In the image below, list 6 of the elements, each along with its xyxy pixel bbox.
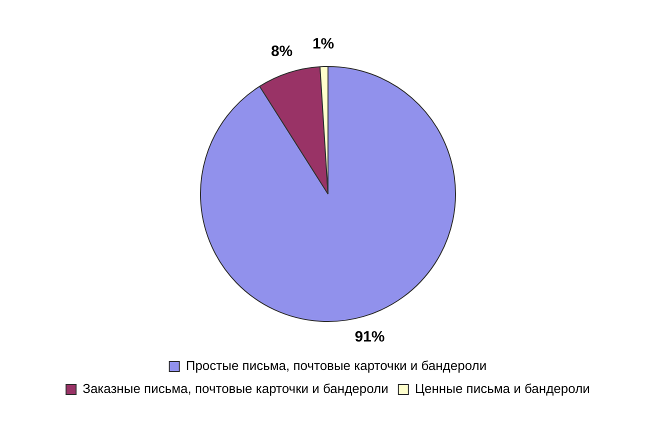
legend-label: Заказные письма, почтовые карточки и бандероли [82,381,388,396]
data-label: 91% [354,328,385,346]
data-label: 8% [270,42,293,60]
legend-label: Простые письма, почтовые карточки и бандероли [186,358,487,374]
legend-label: Ценные письма и бандероли [414,381,590,396]
data-label: 1% [312,36,334,53]
